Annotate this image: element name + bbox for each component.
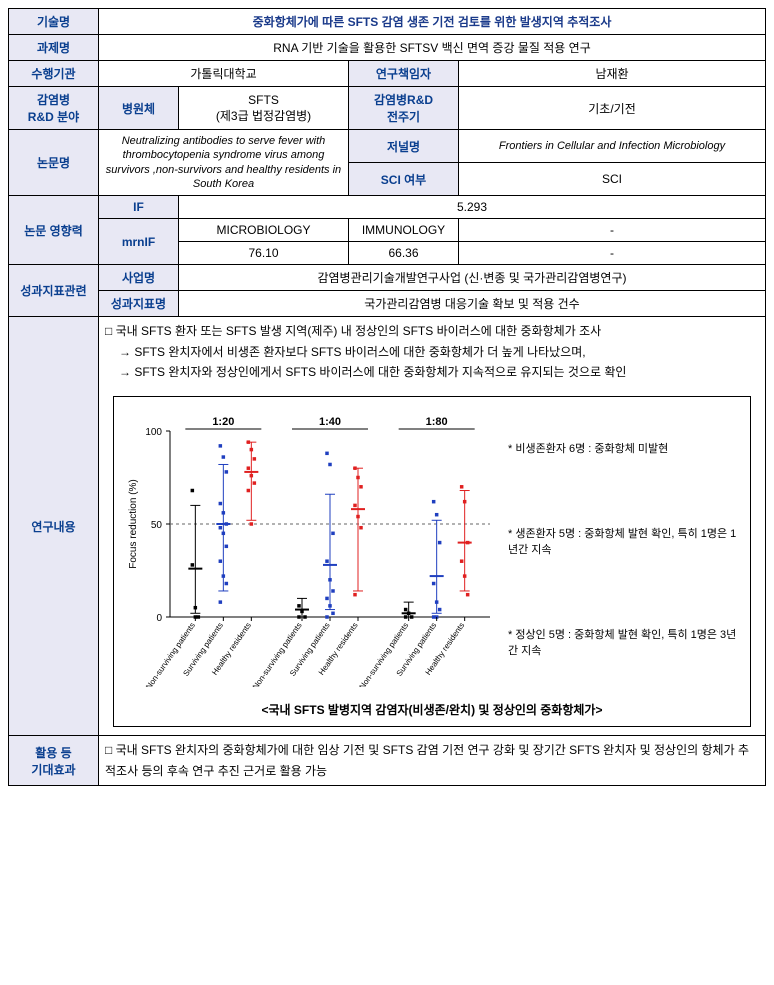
label-perf: 성과지표관련	[9, 265, 99, 317]
note-nonsurvivor: * 비생존환자 6명 : 중화항체 미발현	[508, 441, 744, 458]
value-indicator: 국가관리감염병 대응기술 확보 및 적용 건수	[179, 291, 766, 317]
note-survivor: * 생존환자 5명 : 중화항체 발현 확인, 특히 1명은 1년간 지속	[508, 526, 744, 559]
svg-text:50: 50	[151, 520, 163, 531]
svg-text:100: 100	[145, 427, 162, 438]
value-tech-name: 중화항체가에 따른 SFTS 감염 생존 기전 검토를 위한 발생지역 추적조사	[99, 9, 766, 35]
label-pi: 연구책임자	[349, 61, 459, 87]
label-sci: SCI 여부	[349, 163, 459, 196]
value-org: 가톨릭대학교	[99, 61, 349, 87]
value-sci: SCI	[459, 163, 766, 196]
info-table: 기술명 중화항체가에 따른 SFTS 감염 생존 기전 검토를 위한 발생지역 …	[8, 8, 766, 786]
value-pi: 남재환	[459, 61, 766, 87]
svg-text:1:80: 1:80	[426, 416, 448, 428]
mrnif-val3: -	[459, 242, 766, 265]
label-mrnif: mrnIF	[99, 219, 179, 265]
value-program: 감염병관리기술개발연구사업 (신·변종 및 국가관리감염병연구)	[179, 265, 766, 291]
value-if: 5.293	[179, 196, 766, 219]
label-outcome: 활용 등 기대효과	[9, 736, 99, 786]
chart-caption: <국내 SFTS 발병지역 감염자(비생존/완치) 및 정상인의 중화항체가>	[120, 700, 744, 720]
chart-notes: * 비생존환자 6명 : 중화항체 미발현 * 생존환자 5명 : 중화항체 발…	[500, 407, 744, 693]
label-impact: 논문 영향력	[9, 196, 99, 265]
content-line3: → SFTS 완치자와 정상인에게서 SFTS 바이러스에 대한 중화항체가 지…	[105, 362, 759, 382]
label-rnd-cycle: 감염병R&D 전주기	[349, 87, 459, 130]
label-proj-name: 과제명	[9, 35, 99, 61]
svg-text:1:40: 1:40	[319, 416, 341, 428]
label-if: IF	[99, 196, 179, 219]
label-tech-name: 기술명	[9, 9, 99, 35]
content-cell: □ 국내 SFTS 환자 또는 SFTS 발생 지역(제주) 내 정상인의 SF…	[99, 317, 766, 736]
content-line2: → SFTS 완치자에서 비생존 환자보다 SFTS 바이러스에 대한 중화항체…	[105, 342, 759, 362]
label-indicator: 성과지표명	[99, 291, 179, 317]
outcome-text: □ 국내 SFTS 완치자의 중화항체가에 대한 임상 기전 및 SFTS 감염…	[105, 740, 759, 781]
svg-text:1:20: 1:20	[212, 416, 234, 428]
label-program: 사업명	[99, 265, 179, 291]
value-paper-title: Neutralizing antibodies to serve fever w…	[99, 130, 349, 196]
value-pathogen: SFTS (제3급 법정감염병)	[179, 87, 349, 130]
outcome-cell: □ 국내 SFTS 완치자의 중화항체가에 대한 임상 기전 및 SFTS 감염…	[99, 736, 766, 786]
label-journal: 저널명	[349, 130, 459, 163]
label-pathogen: 병원체	[99, 87, 179, 130]
svg-text:0: 0	[156, 613, 162, 624]
mrnif-cat1: MICROBIOLOGY	[179, 219, 349, 242]
label-id-field: 감염병 R&D 분야	[9, 87, 99, 130]
value-rnd-cycle: 기초/기전	[459, 87, 766, 130]
mrnif-val1: 76.10	[179, 242, 349, 265]
value-journal: Frontiers in Cellular and Infection Micr…	[459, 130, 766, 163]
label-content: 연구내용	[9, 317, 99, 736]
label-org: 수행기관	[9, 61, 99, 87]
label-paper: 논문명	[9, 130, 99, 196]
mrnif-cat2: IMMUNOLOGY	[349, 219, 459, 242]
note-healthy: * 정상인 5명 : 중화항체 발현 확인, 특히 1명은 3년간 지속	[508, 627, 744, 660]
mrnif-val2: 66.36	[349, 242, 459, 265]
content-line1: □ 국내 SFTS 환자 또는 SFTS 발생 지역(제주) 내 정상인의 SF…	[105, 321, 759, 341]
svg-text:Focus reduction (%): Focus reduction (%)	[128, 480, 139, 569]
mrnif-cat3: -	[459, 219, 766, 242]
chart-container: 050100Focus reduction (%)1:20Non-survivi…	[113, 396, 751, 727]
value-proj-name: RNA 기반 기술을 활용한 SFTSV 백신 면역 증강 물질 적용 연구	[99, 35, 766, 61]
scatter-chart-svg: 050100Focus reduction (%)1:20Non-survivi…	[120, 407, 500, 687]
